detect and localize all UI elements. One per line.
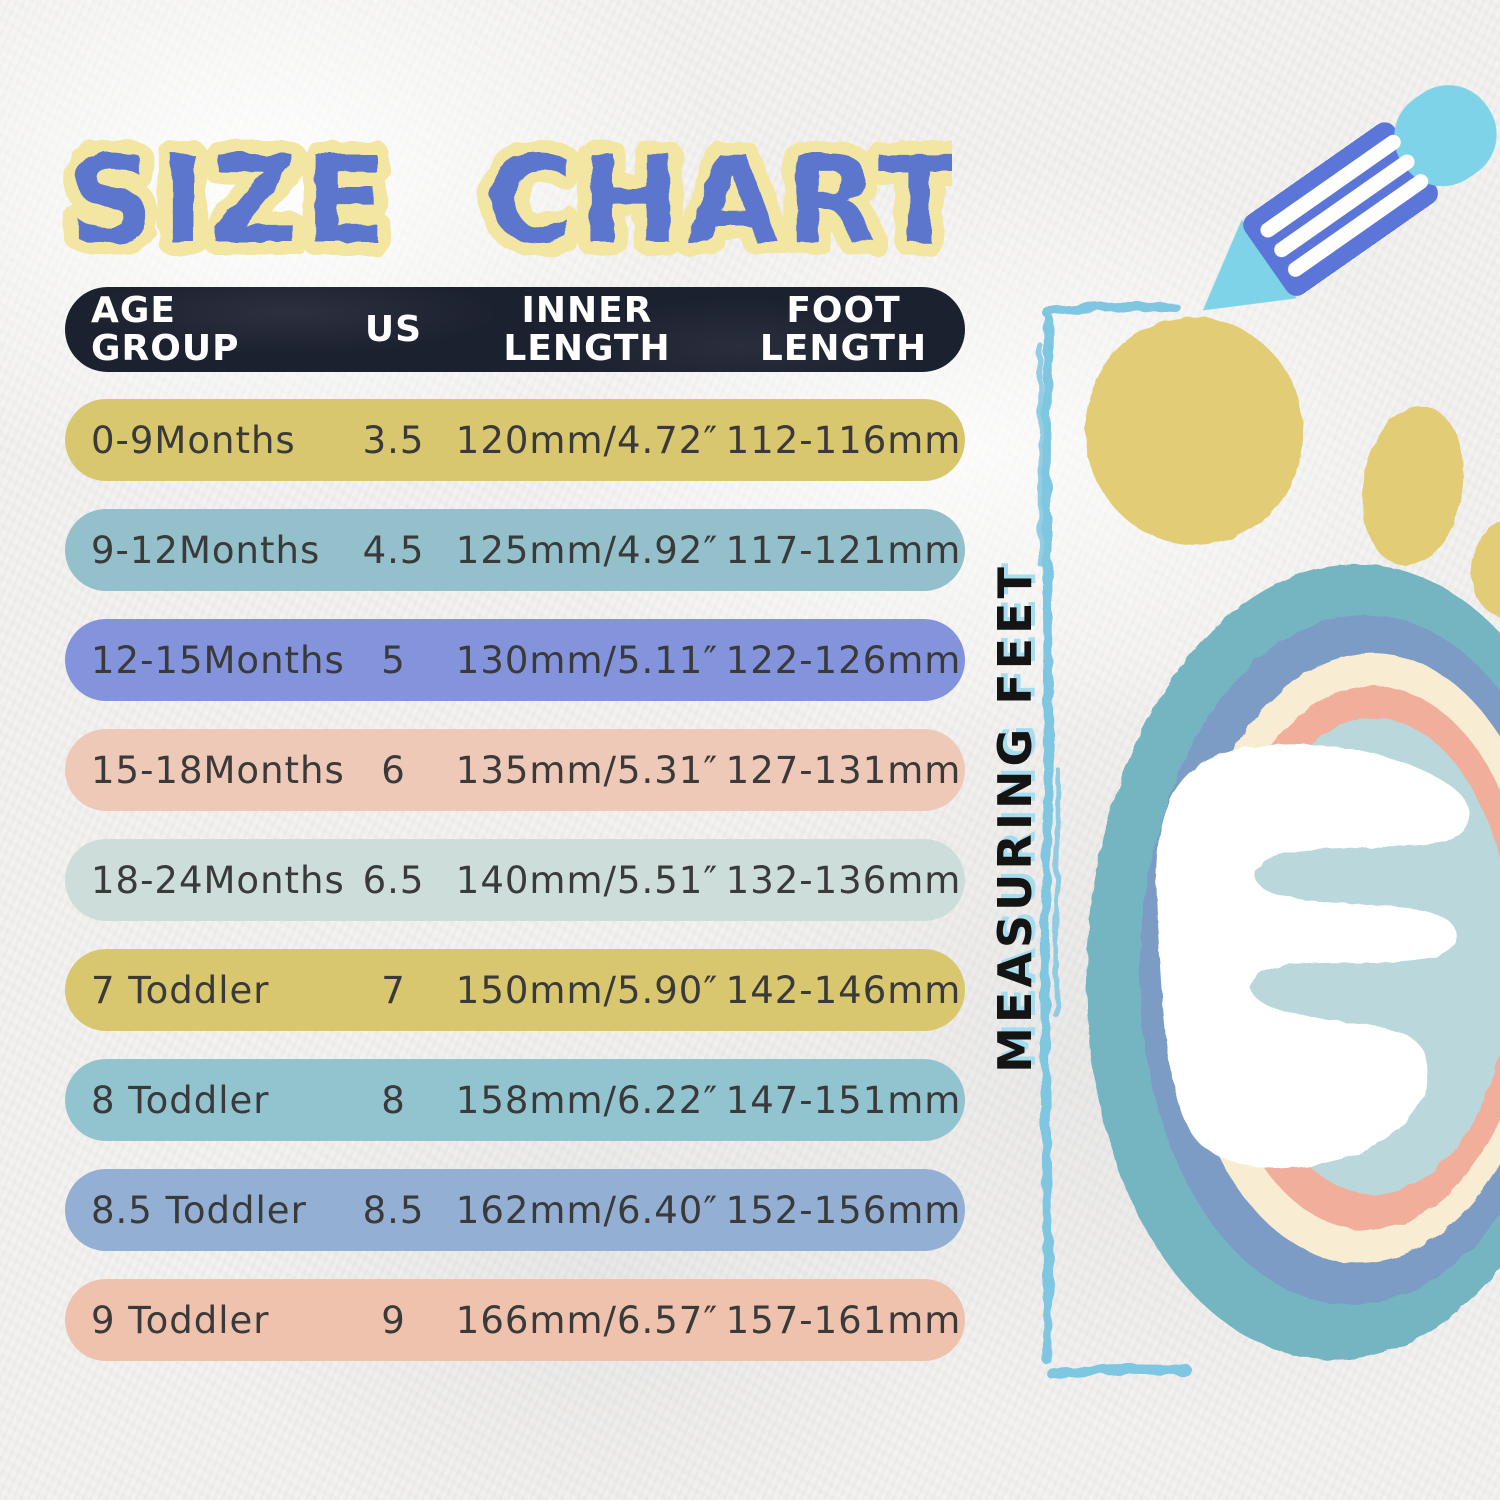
table-row: 8 Toddler 8 158mm/6.22″ 147-151mm [65,1059,965,1141]
age-group-cell: 8 Toddler [91,1078,270,1122]
inner-length-cell: 162mm/6.40″ [455,1188,719,1232]
foot-length-cell: 147-151mm [725,1078,962,1122]
inner-length-cell: 135mm/5.31″ [455,748,719,792]
table-row: 8.5 Toddler 8.5 162mm/6.40″ 152-156mm [65,1169,965,1251]
pencil-stripe [1287,174,1429,277]
measuring-line [1037,301,1193,1379]
page-title: SIZE CHART [68,132,952,271]
age-group-cell: 9-12Months [91,528,321,572]
pencil-stripe [1260,134,1401,238]
age-group-cell: 7 Toddler [91,968,270,1012]
header-age-group: AGE GROUP [91,289,240,369]
age-group-cell: 8.5 Toddler [91,1188,307,1232]
foot-length-cell: 152-156mm [725,1188,962,1232]
age-group-cell: 0-9Months [91,418,296,462]
inner-length-cell: 158mm/6.22″ [455,1078,719,1122]
inner-length-cell: 166mm/6.57″ [455,1298,719,1342]
pencil-icon [1202,85,1497,311]
us-size-cell: 7 [381,968,406,1012]
us-size-cell: 4.5 [362,528,425,572]
sole-white-swirl [1156,744,1470,1169]
us-size-cell: 6 [381,748,406,792]
size-table: AGE GROUP US INNER LENGTH FOOT LENGTH 0-… [65,287,965,1389]
pencil-eraser [1394,85,1497,187]
title-artwork: SIZE CHART [55,119,952,282]
us-size-cell: 8 [381,1078,406,1122]
inner-length-cell: 120mm/4.72″ [455,418,719,462]
third-toe-shape [1471,516,1500,620]
us-size-cell: 9 [381,1298,406,1342]
us-size-cell: 8.5 [362,1188,425,1232]
pencil-tip [1202,219,1297,311]
age-group-cell: 15-18Months [91,748,345,792]
age-group-cell: 12-15Months [91,638,345,682]
table-header-row: AGE GROUP US INNER LENGTH FOOT LENGTH [65,287,965,372]
measuring-feet-label: MEASURING FEET [988,563,1042,1073]
us-size-cell: 3.5 [362,418,425,462]
foot-length-cell: 117-121mm [725,528,962,572]
inner-length-cell: 130mm/5.11″ [455,638,719,682]
header-us-size: US [364,308,423,350]
foot-length-cell: 132-136mm [725,858,962,902]
table-row: 0-9Months 3.5 120mm/4.72″ 112-116mm [65,399,965,481]
second-toe-shape [1362,406,1464,566]
footprint-illustration [1084,317,1500,1360]
table-row: 7 Toddler 7 150mm/5.90″ 142-146mm [65,949,965,1031]
table-row: 9 Toddler 9 166mm/6.57″ 157-161mm [65,1279,965,1361]
foot-length-cell: 142-146mm [725,968,962,1012]
us-size-cell: 5 [381,638,406,682]
header-foot-length: FOOT LENGTH [759,289,928,369]
inner-length-cell: 125mm/4.92″ [455,528,719,572]
header-inner-length: INNER LENGTH [503,289,671,369]
us-size-cell: 6.5 [362,858,425,902]
inner-length-cell: 140mm/5.51″ [455,858,719,902]
big-toe-shape [1084,317,1304,545]
table-row: 9-12Months 4.5 125mm/4.92″ 117-121mm [65,509,965,591]
table-row: 15-18Months 6 135mm/5.31″ 127-131mm [65,729,965,811]
inner-length-cell: 150mm/5.90″ [455,968,719,1012]
age-group-cell: 9 Toddler [91,1298,270,1342]
pencil-stripe [1274,154,1415,258]
foot-length-cell: 122-126mm [725,638,962,682]
table-row: 12-15Months 5 130mm/5.11″ 122-126mm [65,619,965,701]
table-row: 18-24Months 6.5 140mm/5.51″ 132-136mm [65,839,965,921]
age-group-cell: 18-24Months [91,858,345,902]
foot-length-cell: 157-161mm [725,1298,962,1342]
foot-length-cell: 112-116mm [725,418,962,462]
foot-length-cell: 127-131mm [725,748,962,792]
